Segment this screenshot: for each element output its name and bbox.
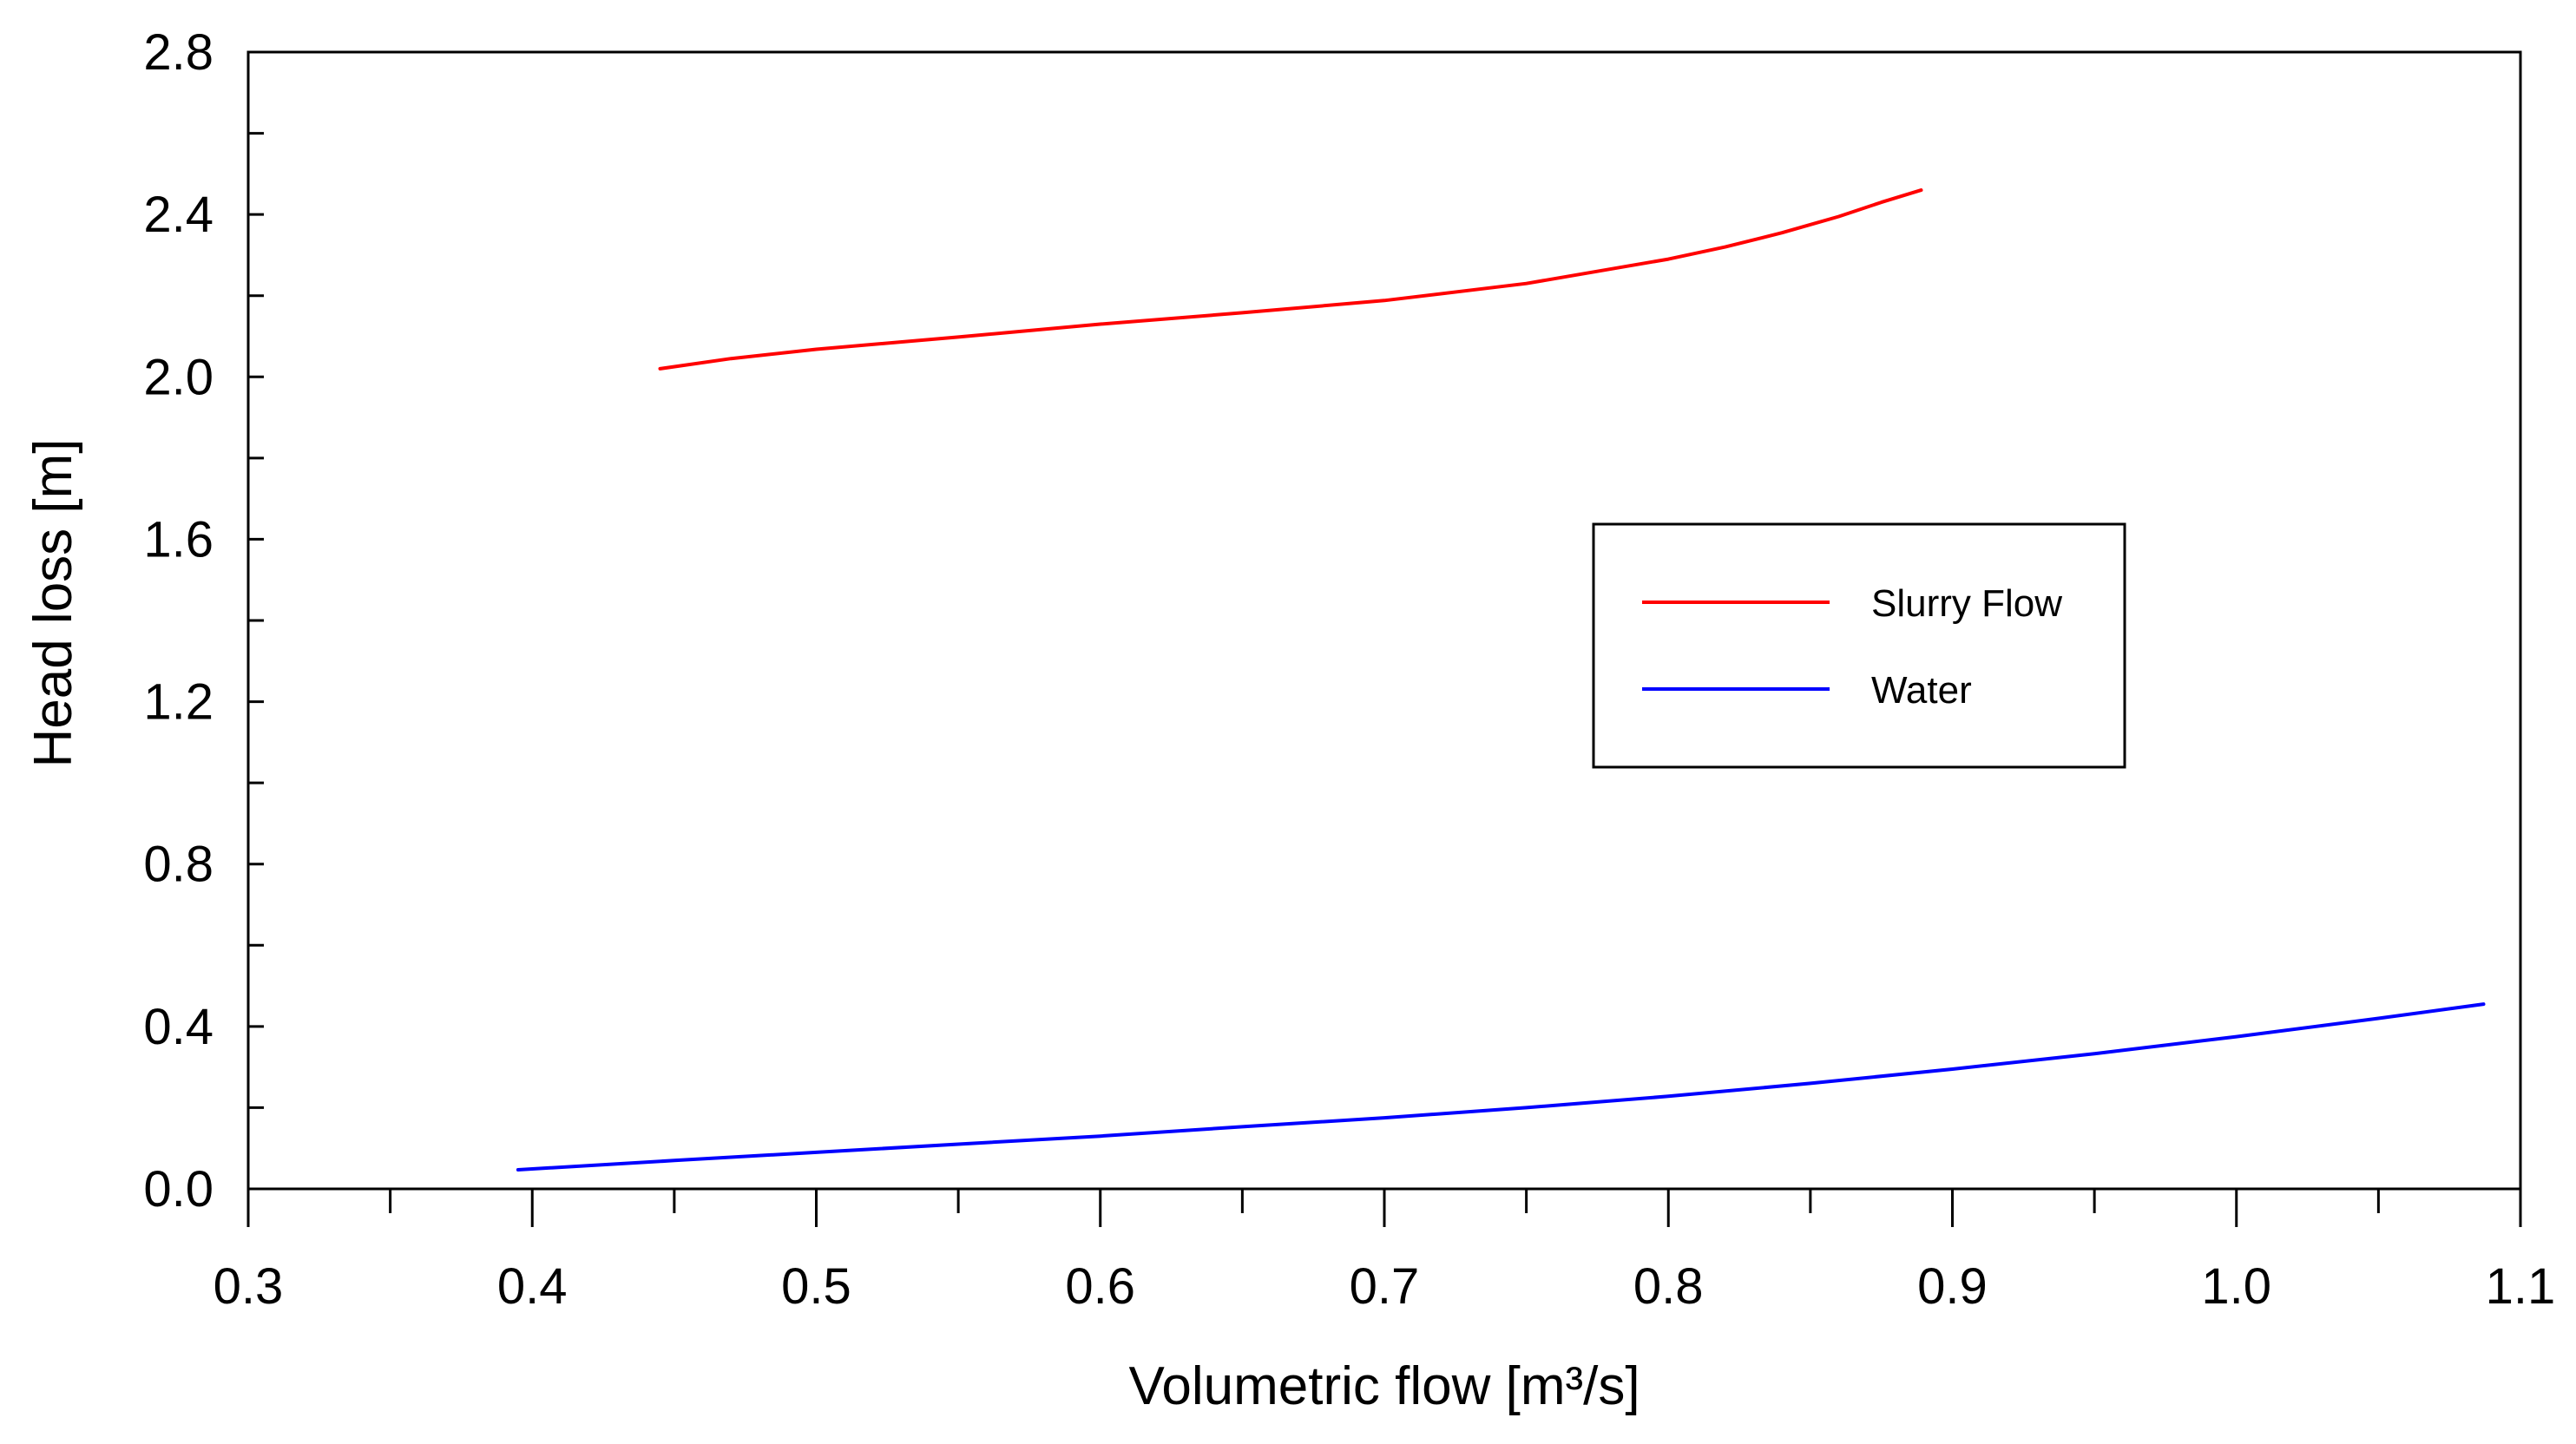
x-axis-title: Volumetric flow [m³/s] <box>1128 1356 1640 1416</box>
x-tick-label: 0.6 <box>1065 1258 1135 1315</box>
x-tick-label: 1.1 <box>2486 1258 2556 1315</box>
y-axis-title: Head loss [m] <box>23 438 83 767</box>
x-axis: 0.3 0.4 0.5 0.6 0.7 0.8 0.9 1.0 1.1 <box>214 1189 2556 1315</box>
y-tick-label: 2.8 <box>143 24 214 81</box>
y-tick-label: 1.2 <box>143 674 214 731</box>
y-tick-label: 2.0 <box>143 349 214 405</box>
x-tick-label: 0.8 <box>1633 1258 1704 1315</box>
x-tick-label: 0.5 <box>781 1258 851 1315</box>
y-tick-label: 2.4 <box>143 187 214 243</box>
legend: Slurry Flow Water <box>1592 522 2126 769</box>
series-layer <box>516 188 2486 1172</box>
legend-label: Water <box>1871 669 1972 712</box>
y-tick-label: 1.6 <box>143 511 214 568</box>
y-tick-label: 0.4 <box>143 999 214 1055</box>
x-tick-label: 0.9 <box>1917 1258 1988 1315</box>
series-line-water <box>516 1002 2486 1172</box>
x-tick-label: 1.0 <box>2201 1258 2271 1315</box>
series-line-slurry-flow <box>658 188 1923 371</box>
legend-label: Slurry Flow <box>1871 582 2062 625</box>
y-tick-label: 0.0 <box>143 1161 214 1218</box>
y-axis: 0.0 0.4 0.8 1.2 1.6 2.0 2.4 2.8 <box>143 24 264 1218</box>
legend-box <box>1592 522 2126 769</box>
y-tick-label: 0.8 <box>143 837 214 893</box>
x-tick-label: 0.4 <box>497 1258 568 1315</box>
x-tick-label: 0.7 <box>1350 1258 1420 1315</box>
x-tick-label: 0.3 <box>214 1258 284 1315</box>
